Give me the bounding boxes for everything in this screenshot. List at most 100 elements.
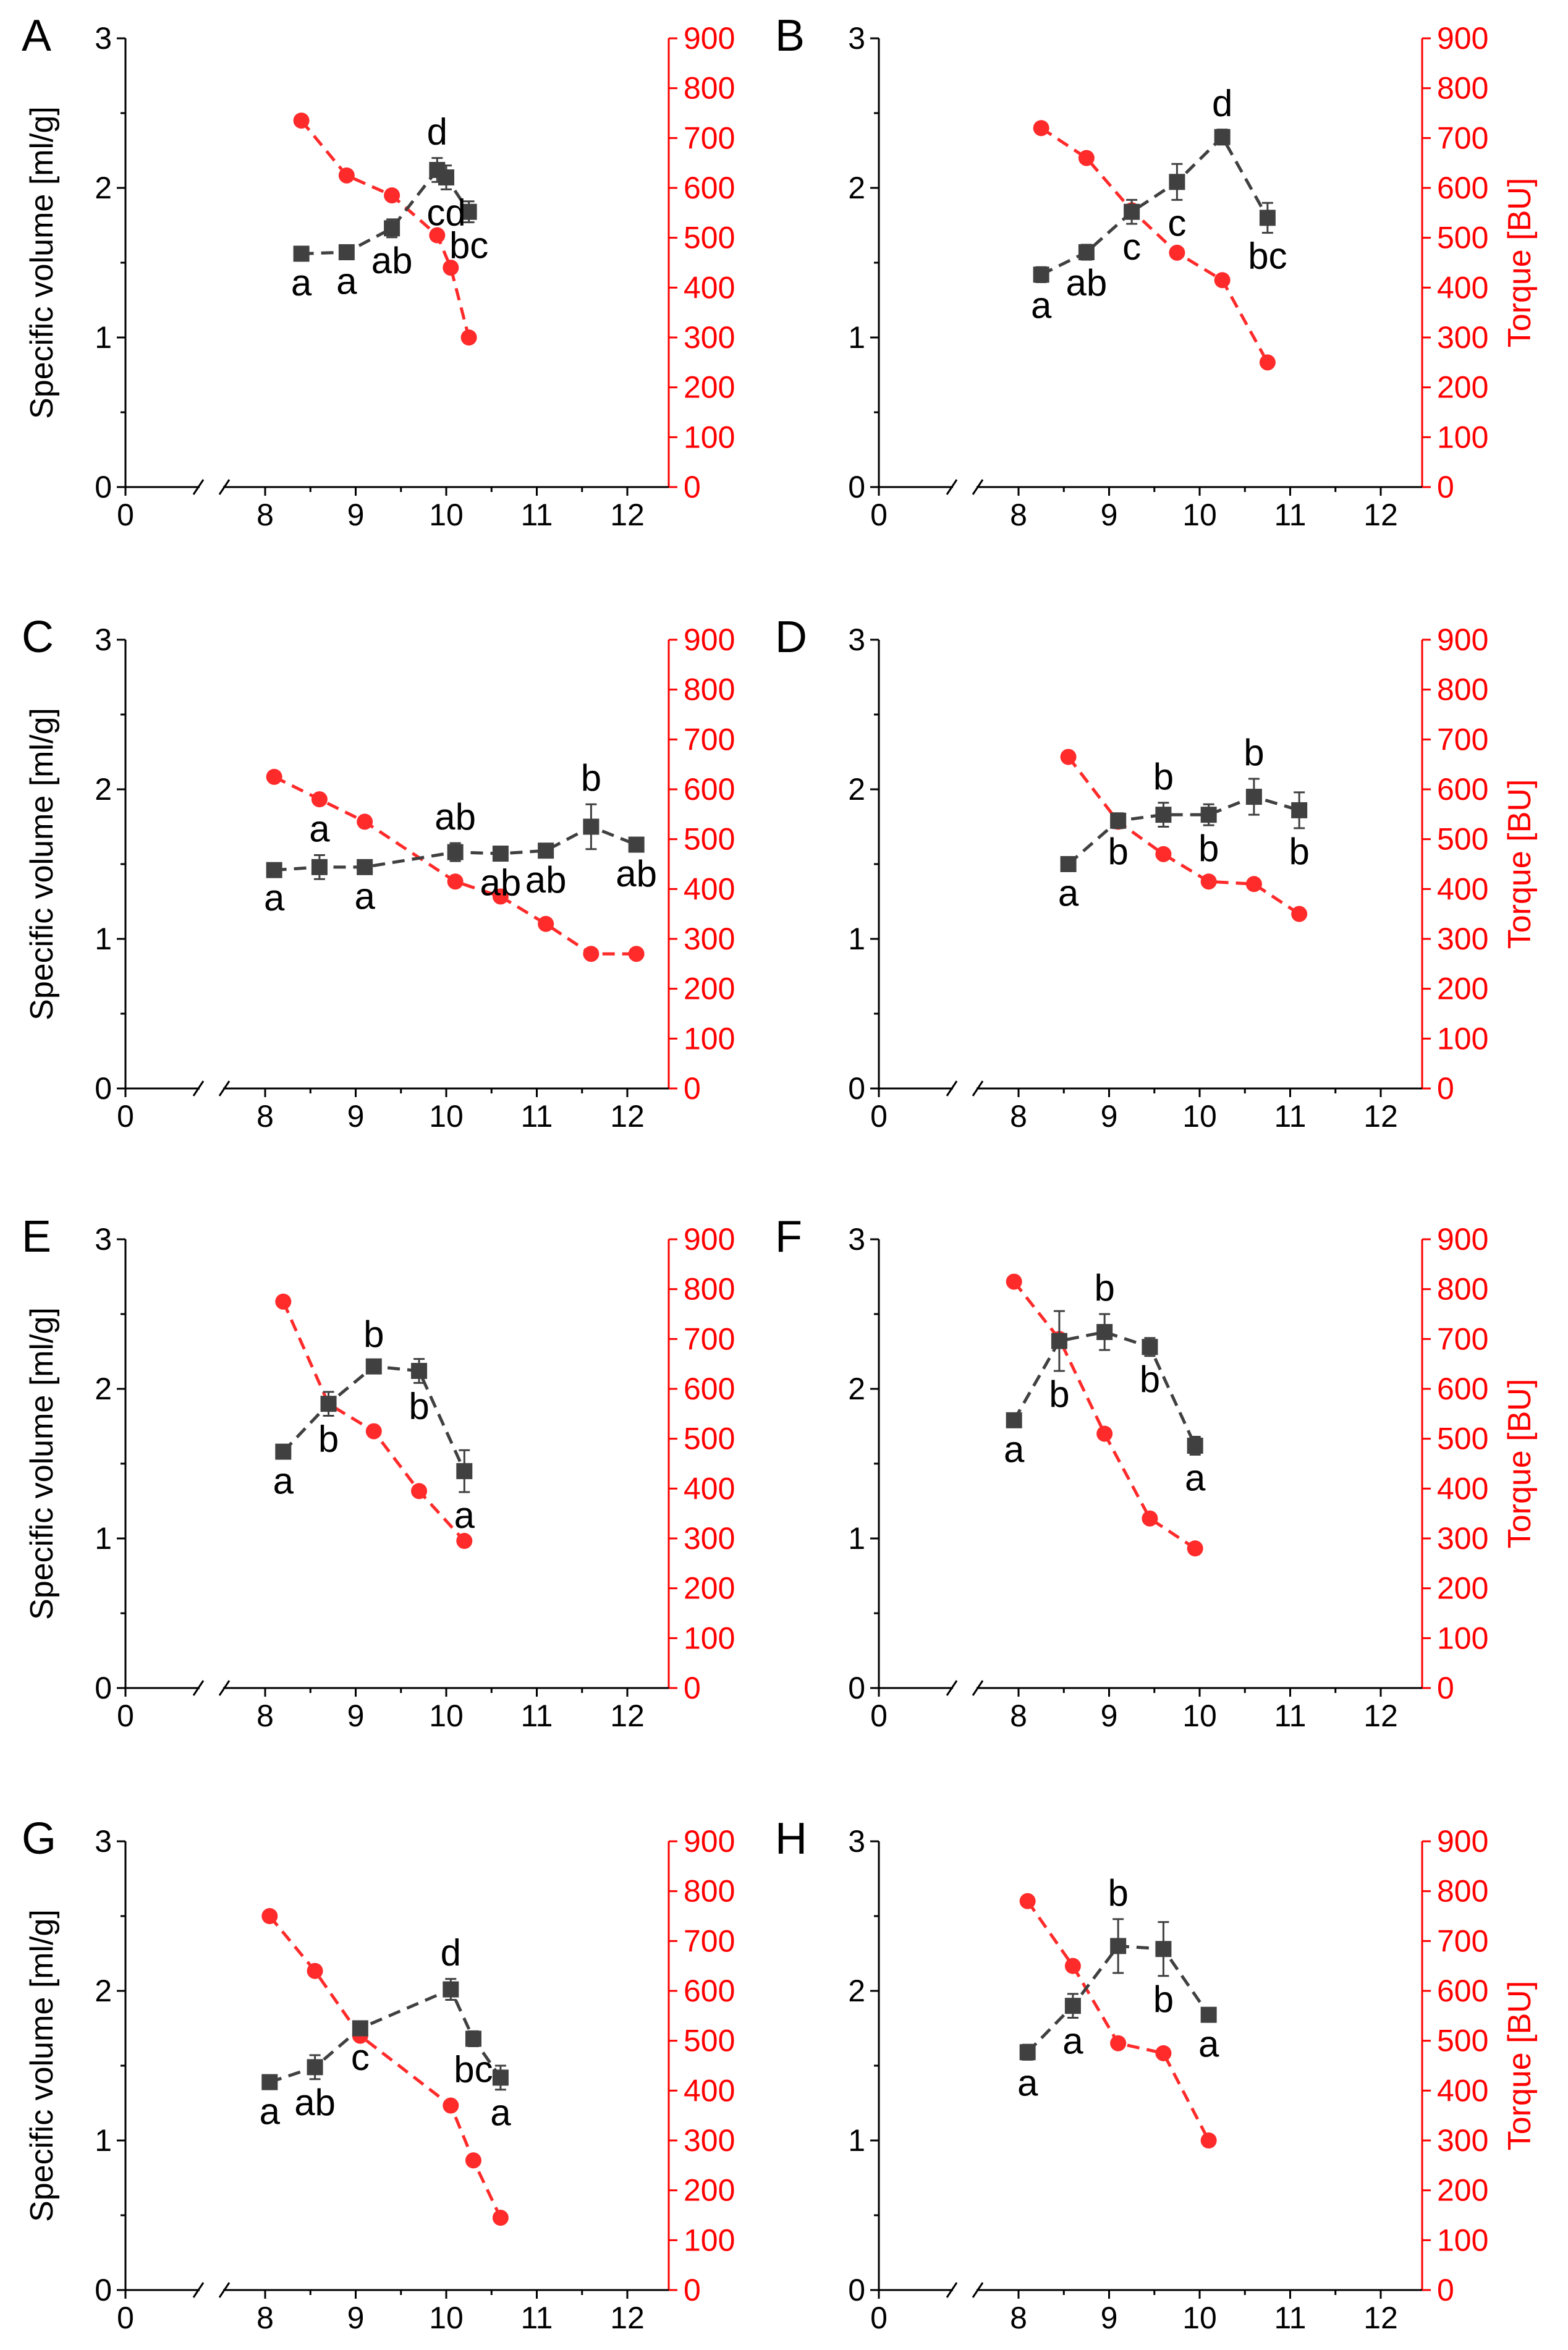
left-tick-label: 3 — [95, 21, 112, 56]
specific-volume-point — [492, 846, 509, 862]
right-tick-label: 500 — [1437, 221, 1488, 255]
specific-volume-point — [1200, 807, 1217, 823]
left-tick-label: 1 — [848, 1521, 865, 1556]
axis-break-mark — [946, 479, 958, 495]
specific-volume-point — [266, 862, 282, 878]
significance-letter: bc — [454, 2049, 493, 2090]
right-tick-label: 0 — [1437, 2273, 1454, 2307]
right-tick-label: 100 — [1437, 1021, 1488, 1056]
specific-volume-point — [1155, 807, 1172, 823]
x-tick-label: 12 — [610, 1099, 645, 1134]
right-tick-label: 700 — [684, 1924, 735, 1958]
right-tick-label: 500 — [1437, 822, 1488, 857]
x-tick-label: 11 — [1274, 2301, 1307, 2335]
left-tick-label: 1 — [848, 2123, 865, 2158]
specific-volume-point — [365, 1358, 382, 1375]
torque-series-line — [268, 1915, 502, 2219]
specific-volume-point — [1155, 1941, 1172, 1958]
specific-volume-point — [338, 244, 355, 261]
left-tick-label: 2 — [95, 171, 112, 205]
torque-point — [1142, 1510, 1158, 1527]
left-tick-label: 0 — [95, 470, 112, 504]
torque-point — [1169, 244, 1185, 261]
torque-point — [1078, 150, 1095, 166]
right-tick-label: 0 — [684, 1071, 701, 1106]
right-tick-label: 700 — [684, 1321, 735, 1356]
axis-break-mark — [946, 1080, 958, 1097]
significance-letter: b — [409, 1385, 429, 1427]
specific-volume-series-line — [1067, 795, 1300, 865]
axis-break-mark — [946, 1680, 958, 1696]
left-tick-label: 0 — [95, 1671, 112, 1705]
specific-volume-point — [293, 245, 310, 262]
x-tick-label: 10 — [429, 1099, 464, 1134]
axis-break-mark — [218, 2282, 231, 2298]
right-tick-label: 600 — [1437, 171, 1488, 205]
specific-volume-point — [384, 220, 400, 237]
right-tick-label: 800 — [1437, 1272, 1488, 1307]
x-tick-label: 8 — [256, 2301, 274, 2335]
right-axis-title: Torque [BU] — [1502, 178, 1538, 348]
right-axis-title: Torque [BU] — [1502, 1981, 1538, 2151]
significance-letter: b — [1153, 756, 1174, 797]
x-tick-label: 0 — [870, 498, 888, 532]
right-tick-label: 900 — [1437, 21, 1488, 56]
specific-volume-point — [460, 203, 477, 220]
right-tick-label: 100 — [1437, 1621, 1488, 1655]
x-tick-label: 0 — [117, 1699, 134, 1733]
specific-volume-point — [1214, 129, 1231, 145]
torque-point — [583, 946, 600, 962]
right-tick-label: 300 — [684, 320, 735, 355]
axis-break-mark — [218, 479, 231, 495]
significance-letter: cd — [426, 192, 465, 233]
left-tick-label: 2 — [848, 1372, 865, 1406]
specific-volume-point — [307, 2059, 323, 2076]
right-tick-label: 700 — [1437, 1321, 1488, 1356]
panel-label-D: D — [775, 613, 807, 662]
torque-point — [460, 329, 477, 346]
right-tick-label: 0 — [684, 470, 701, 504]
right-tick-label: 600 — [684, 171, 735, 205]
specific-volume-point — [1169, 174, 1185, 190]
significance-letter: a — [291, 262, 312, 303]
panel-label-F: F — [775, 1212, 802, 1262]
x-tick-label: 10 — [429, 2301, 464, 2335]
torque-point — [447, 873, 464, 890]
right-tick-label: 100 — [1437, 420, 1488, 454]
x-tick-label: 10 — [1182, 1099, 1217, 1134]
right-tick-label: 500 — [684, 1422, 735, 1456]
right-tick-label: 100 — [1437, 2223, 1488, 2257]
left-tick-label: 2 — [848, 1974, 865, 2008]
specific-volume-point — [411, 1362, 428, 1379]
significance-letter: ab — [480, 862, 522, 904]
left-tick-label: 3 — [95, 622, 112, 657]
left-tick-label: 2 — [95, 1974, 112, 2008]
x-tick-label: 9 — [347, 1099, 365, 1134]
x-tick-label: 11 — [521, 1699, 553, 1733]
left-tick-label: 2 — [95, 1372, 112, 1406]
right-tick-label: 500 — [684, 221, 735, 255]
right-tick-label: 900 — [684, 1824, 735, 1859]
torque-point — [1245, 876, 1262, 893]
significance-letter: d — [1212, 83, 1232, 124]
significance-letter: b — [1244, 732, 1264, 773]
left-tick-label: 3 — [848, 622, 865, 657]
right-tick-label: 200 — [1437, 370, 1488, 405]
torque-point — [311, 791, 328, 808]
significance-letter: b — [318, 1419, 339, 1460]
torque-point — [307, 1962, 323, 1979]
axis-break-mark — [946, 2282, 958, 2298]
torque-point — [492, 2210, 509, 2226]
specific-volume-point — [275, 1443, 292, 1460]
right-tick-label: 200 — [684, 2173, 735, 2208]
axis-break-mark — [972, 1680, 984, 1696]
significance-letter: a — [264, 877, 285, 918]
significance-letter: a — [1198, 2023, 1219, 2064]
right-tick-label: 300 — [1437, 320, 1488, 355]
torque-point — [275, 1293, 292, 1310]
torque-point — [443, 260, 459, 276]
left-tick-label: 0 — [95, 2273, 112, 2307]
torque-point — [628, 946, 645, 962]
left-tick-label: 2 — [848, 772, 865, 807]
specific-volume-point — [628, 836, 645, 853]
